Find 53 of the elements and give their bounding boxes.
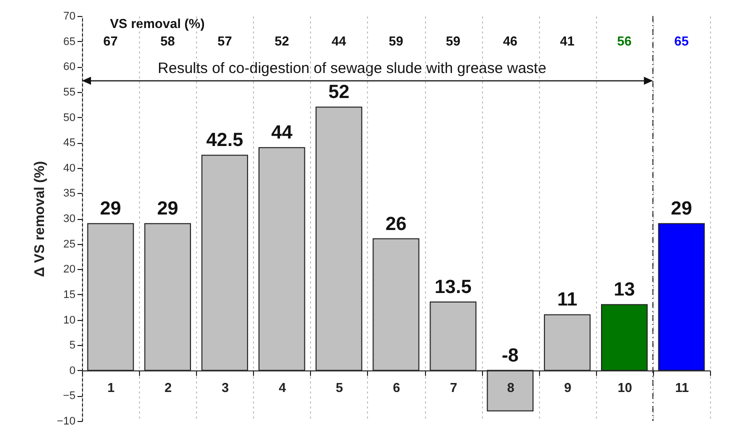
y-tick-label: 25 [63,238,76,250]
annotation: 56 [617,33,632,48]
y-tick-label: 65 [63,36,76,48]
x-tick-label: 7 [450,380,458,395]
y-tick-label: 5 [69,340,76,352]
data-label: 29 [157,198,178,220]
y-tick-label: 40 [63,162,76,174]
annotation: 52 [274,33,290,48]
x-tick-label: 5 [336,380,344,395]
x-tick-label: 10 [618,380,632,395]
data-label: 52 [328,82,350,104]
x-tick-label: 11 [675,380,689,395]
y-tick-label: 60 [63,61,76,74]
x-tick-label: 9 [564,380,572,395]
y-tick-label: −10 [56,416,76,428]
annotation: 59 [388,33,404,48]
annotation: VS removal (%) [110,16,205,31]
y-tick-label: 50 [63,112,76,124]
x-tick-label: 4 [278,380,287,395]
annotation: Results of co-digestion of sewage slude with grease waste [158,60,546,77]
y-tick-label: 0 [69,364,76,377]
data-label: 13.5 [434,277,472,298]
y-tick-label: 10 [63,314,76,326]
annotation: 65 [674,33,689,48]
data-label: 13 [614,280,635,301]
data-label: 11 [557,290,578,311]
y-tick-label: 35 [63,188,76,200]
y-tick-label: 30 [63,213,76,225]
y-tick-label: 70 [63,10,76,22]
annotation: 67 [103,33,118,48]
x-tick-label: 6 [392,380,400,395]
x-tick-label: 1 [107,380,115,395]
y-tick-label: 55 [63,86,76,98]
data-label: 42.5 [206,130,244,152]
y-tick-label: 45 [63,137,76,150]
annotation: 58 [160,33,175,48]
annotation: 46 [502,33,518,48]
annotation: 41 [560,33,575,48]
x-tick-label: 3 [222,380,229,395]
data-label: 26 [385,214,407,235]
annotation: 44 [332,33,347,48]
annotation: 59 [446,33,460,48]
data-label: 29 [100,198,122,220]
y-tick-label: −5 [62,390,76,402]
x-tick-label: 8 [507,380,514,395]
y-tick-label: 20 [63,264,76,276]
data-label: 44 [271,122,293,144]
y-axis-title: Δ VS removal (%) [30,161,47,277]
data-label: 29 [670,198,692,220]
annotation: 57 [217,33,232,48]
x-tick-label: 2 [164,380,172,395]
y-tick-label: 15 [63,288,76,301]
data-label: -8 [502,345,519,366]
